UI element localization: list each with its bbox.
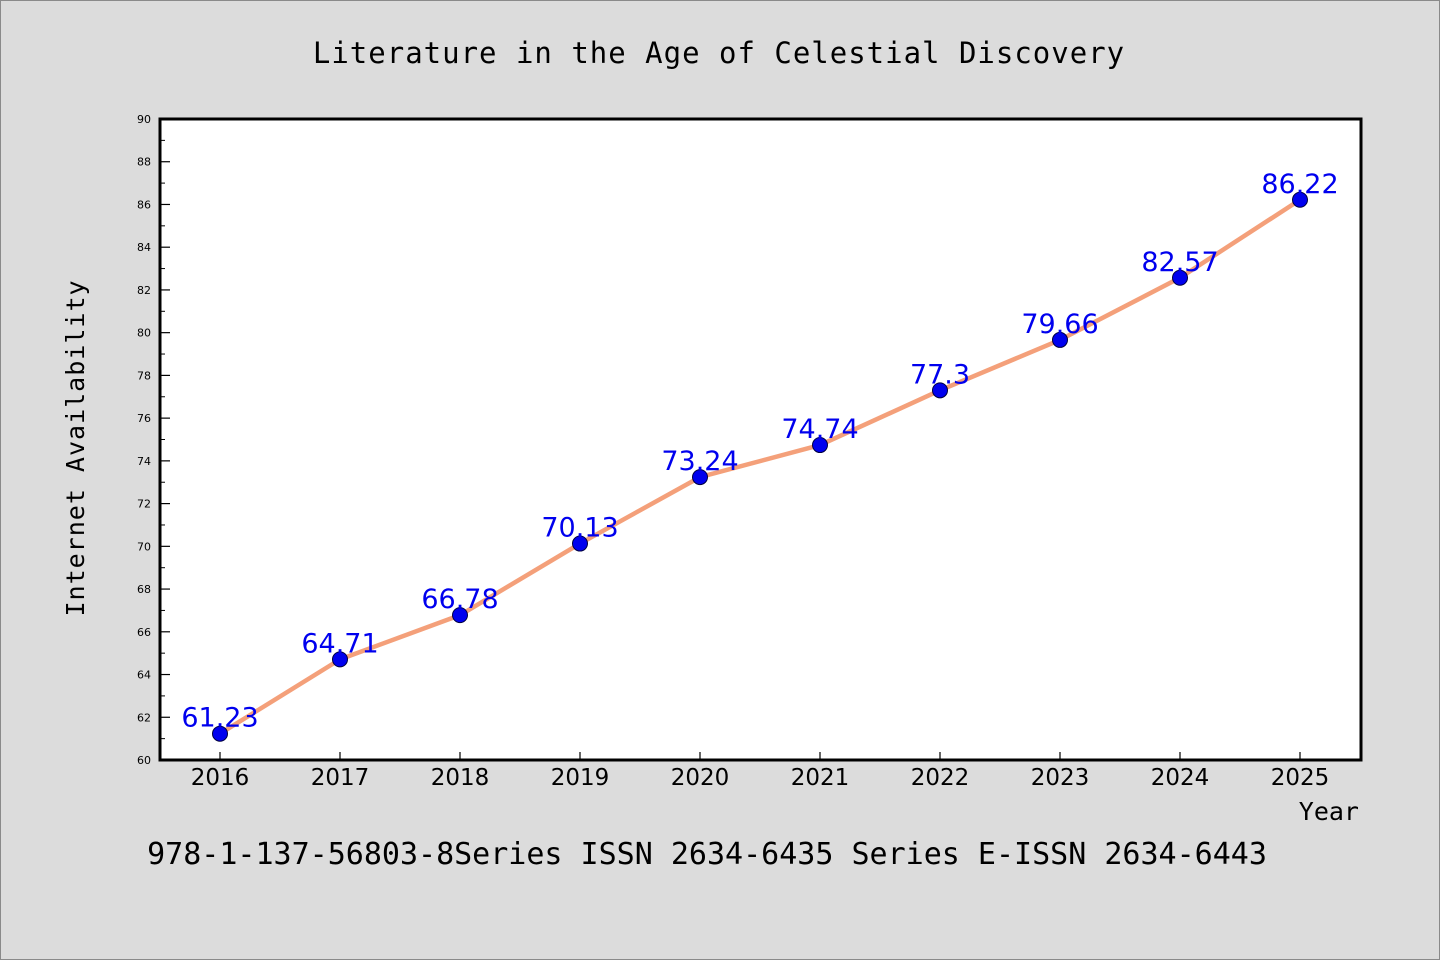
y-tick-label: 88 [137,156,151,169]
y-tick-label: 70 [137,540,151,553]
data-point [812,437,828,454]
y-tick-label: 68 [137,583,151,596]
y-tick-label: 80 [137,327,151,340]
data-label: 82.57 [1141,247,1218,278]
x-tick-label: 2021 [791,765,850,791]
x-tick-label: 2018 [431,765,490,791]
data-labels: 61.23 64.71 66.78 70.13 73.24 74.74 77.3 79.66 8… [181,169,1338,734]
y-tick-label: 74 [137,455,151,468]
series-line-group [217,197,1303,736]
x-tick-label: 2020 [671,765,730,791]
data-point [332,651,348,668]
data-label: 86.22 [1261,169,1338,200]
data-point [452,607,468,624]
y-tick-label: 90 [137,113,151,126]
x-axis: 2016 2017 2018 2019 2020 2021 2022 2023 2024 2025 [191,752,1330,791]
x-tick-label: 2025 [1271,765,1330,791]
data-label: 64.71 [301,628,378,659]
x-axis-label: Year [1299,797,1359,826]
data-label: 79.66 [1021,309,1098,340]
series-line [217,197,1303,736]
data-point [932,382,948,399]
x-tick-label: 2017 [311,765,370,791]
data-point [212,725,228,742]
y-tick-label: 64 [137,669,151,682]
data-point [572,535,588,552]
data-point [692,469,708,486]
data-points [212,191,1308,742]
data-point [1292,191,1308,208]
chart-title: Literature in the Age of Celestial Disco… [313,36,1125,70]
y-tick-label: 84 [137,241,151,254]
y-tick-label: 66 [137,626,151,639]
data-label: 66.78 [421,584,498,615]
x-tick-label: 2023 [1031,765,1090,791]
y-axis-label: Internet Availability [61,279,90,616]
x-tick-label: 2016 [191,765,250,791]
x-tick-label: 2019 [551,765,610,791]
y-tick-label: 82 [137,284,151,297]
data-point [1172,269,1188,286]
data-label: 70.13 [541,513,618,544]
x-tick-label: 2024 [1151,765,1210,791]
footer-isbn-text: 978-1-137-56803-8Series ISSN 2634-6435 S… [147,837,1267,872]
x-tick-label: 2022 [911,765,970,791]
y-tick-label: 76 [137,412,151,425]
data-point [1052,331,1068,348]
data-label: 73.24 [661,446,738,477]
data-label: 77.3 [910,359,970,390]
y-tick-label: 78 [137,369,151,382]
data-label: 61.23 [181,703,258,734]
y-tick-label: 60 [137,754,151,767]
y-tick-label: 62 [137,711,151,724]
y-tick-label: 72 [137,498,151,511]
data-label: 74.74 [781,414,858,445]
y-axis: 60 62 64 66 68 70 72 74 76 78 80 82 84 86 88 90 [137,113,170,767]
y-tick-label: 86 [137,198,151,211]
